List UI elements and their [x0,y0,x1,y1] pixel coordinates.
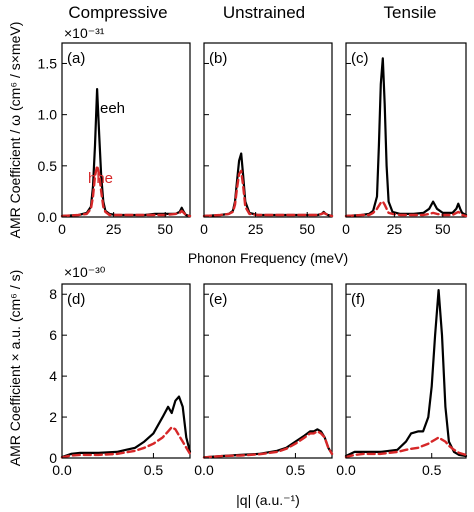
panel-4: 0.0 0.5 0 2 4 6 8 (d) [49,283,192,478]
series-eeh-line [60,395,192,459]
panel-5: 0.0 0.5 (e) [194,283,334,478]
y-tick-label: 0.5 [38,158,58,174]
series-hhe-line [344,436,468,459]
panel-3: 0 25 50 (c) [342,42,468,237]
panel-frame [345,283,467,459]
bottom-row-y-axis-label: AMR Coefficient × a.u. (cm⁶ / s) [7,270,23,467]
x-tick-label: 25 [387,221,403,237]
y-tick-label: 1.5 [38,55,58,71]
y-tick-label: 4 [49,368,57,384]
panel-frame [61,42,191,218]
series-hhe-line [60,164,192,218]
x-tick-label: 50 [157,221,173,237]
x-tick-label: 0.5 [422,462,442,478]
series-eeh-line [60,88,192,218]
panel-1: 0 25 50 0.0 0.5 1.0 1.5 (a) eeh hhe [38,42,192,237]
x-tick-label: 0 [200,221,208,237]
x-tick-label: 50 [299,221,315,237]
column-titles: Compressive Unstrained Tensile [68,3,436,22]
x-tick-label: 0 [342,221,350,237]
y-tick-label: 8 [49,286,57,302]
panel-label: (f) [351,291,365,308]
bottom-row-x-axis-label: |q| (a.u.⁻¹) [236,492,300,508]
top-row-x-axis-label: Phonon Frequency (meV) [188,250,348,266]
series-eeh-line [344,289,468,458]
series-eeh-line [202,152,334,218]
panel-label: (c) [351,50,369,67]
y-tick-label: 1.0 [38,107,58,123]
y-tick-label: 6 [49,327,57,343]
panel-frame [345,42,467,218]
column-title-compressive: Compressive [68,3,167,22]
column-title-tensile: Tensile [384,3,437,22]
x-tick-label: 0.5 [144,462,164,478]
x-tick-label: 0.0 [336,462,356,478]
panel-frame [61,283,191,459]
panel-2: 0 25 50 (b) [200,42,334,237]
x-tick-label: 0.5 [286,462,306,478]
series-annotation-eeh: eeh [100,100,125,117]
x-tick-label: 50 [435,221,451,237]
panel-frame [203,283,333,459]
x-tick-label: 25 [106,221,122,237]
panel-6: 0.0 0.5 (f) [336,283,468,478]
series-eeh-line [344,57,468,218]
series-hhe-line [344,200,468,218]
series-hhe-line [202,430,334,459]
x-tick-label: 0 [58,221,66,237]
panels: 0 25 50 0.0 0.5 1.0 1.5 (a) eeh hhe 0 25 50 (b) 0 25 50 (… [38,42,468,478]
column-title-unstrained: Unstrained [223,3,305,22]
panel-label: (b) [209,50,227,67]
x-tick-label: 25 [248,221,264,237]
panel-label: (e) [209,291,227,308]
x-tick-label: 0.0 [52,462,72,478]
series-hhe-line [60,426,192,459]
top-row-y-axis-label: AMR Coefficient / ω (cm⁶ / s×meV) [7,22,23,239]
panel-frame [203,42,333,218]
panel-label: (a) [67,50,85,67]
x-tick-label: 0.0 [194,462,214,478]
bottom-row-multiplier: ×10⁻³⁰ [64,264,106,280]
top-row-multiplier: ×10⁻³¹ [64,25,105,41]
panel-label: (d) [67,291,85,308]
series-annotation-hhe: hhe [88,170,113,187]
y-tick-label: 0 [49,450,57,466]
y-tick-label: 2 [49,409,57,425]
y-tick-label: 0.0 [38,209,58,225]
series-hhe-line [202,169,334,218]
